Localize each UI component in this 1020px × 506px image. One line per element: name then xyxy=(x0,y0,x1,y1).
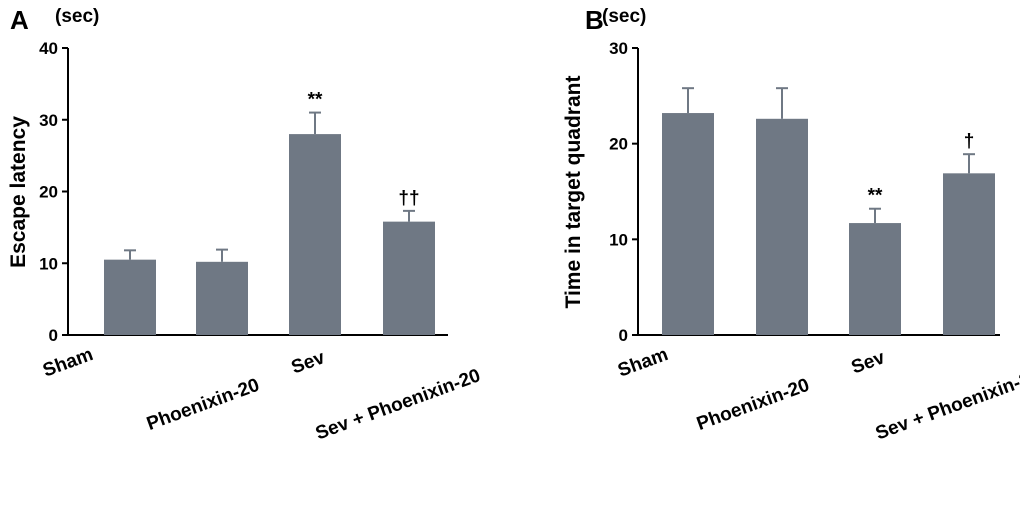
panel-a-y-tick-label: 0 xyxy=(49,326,58,345)
panel-a-significance-mark: †† xyxy=(398,188,419,209)
panel-a-bar xyxy=(289,134,341,335)
panel-b-bar xyxy=(849,223,901,335)
panel-a-bar xyxy=(383,221,435,335)
panel-a-y-tick-label: 20 xyxy=(39,183,58,202)
panel-b-label: B xyxy=(585,5,604,35)
panel-a-y-tick-label: 10 xyxy=(39,254,58,273)
panel-a-significance-mark: ** xyxy=(308,90,323,111)
panel-b-significance-mark: ** xyxy=(868,186,883,207)
panel-a-unit: (sec) xyxy=(55,6,99,27)
panel-a-y-tick-label: 40 xyxy=(39,39,58,58)
panel-a-label: A xyxy=(10,5,29,35)
panel-b-y-tick-label: 0 xyxy=(619,326,628,345)
panel-b-x-tick-label: Sev xyxy=(849,347,888,378)
panel-b-x-tick-label: Phoenixin-20 xyxy=(694,375,812,435)
panel-b-y-tick-label: 30 xyxy=(609,39,628,58)
panel-b-y-tick-label: 20 xyxy=(609,135,628,154)
panel-a-x-tick-label: Sham xyxy=(40,344,96,381)
panel-a-y-axis-label: Escape latency xyxy=(7,116,30,268)
panel-a-x-tick-label: Sev xyxy=(289,347,328,378)
panel-b-significance-mark: † xyxy=(964,131,975,152)
panel-a-bar xyxy=(196,261,248,335)
panel-b-bar xyxy=(943,173,995,335)
panel-b-y-tick-label: 10 xyxy=(609,230,628,249)
panel-a-bar xyxy=(104,259,156,335)
panel-b-x-tick-label: Sham xyxy=(615,344,671,381)
panel-b-bar xyxy=(756,118,808,335)
panel-a-x-tick-label: Phoenixin-20 xyxy=(144,375,262,435)
panel-a-x-tick-label: Sev + Phoenixin-20 xyxy=(313,365,483,444)
panel-b-x-tick-label: Sev + Phoenixin-20 xyxy=(873,365,1020,444)
panel-b-unit: (sec) xyxy=(602,6,646,27)
panel-a-y-tick-label: 30 xyxy=(39,111,58,130)
panel-b-bar xyxy=(662,113,714,335)
panel-b-y-axis-label: Time in target quadrant xyxy=(562,76,585,309)
